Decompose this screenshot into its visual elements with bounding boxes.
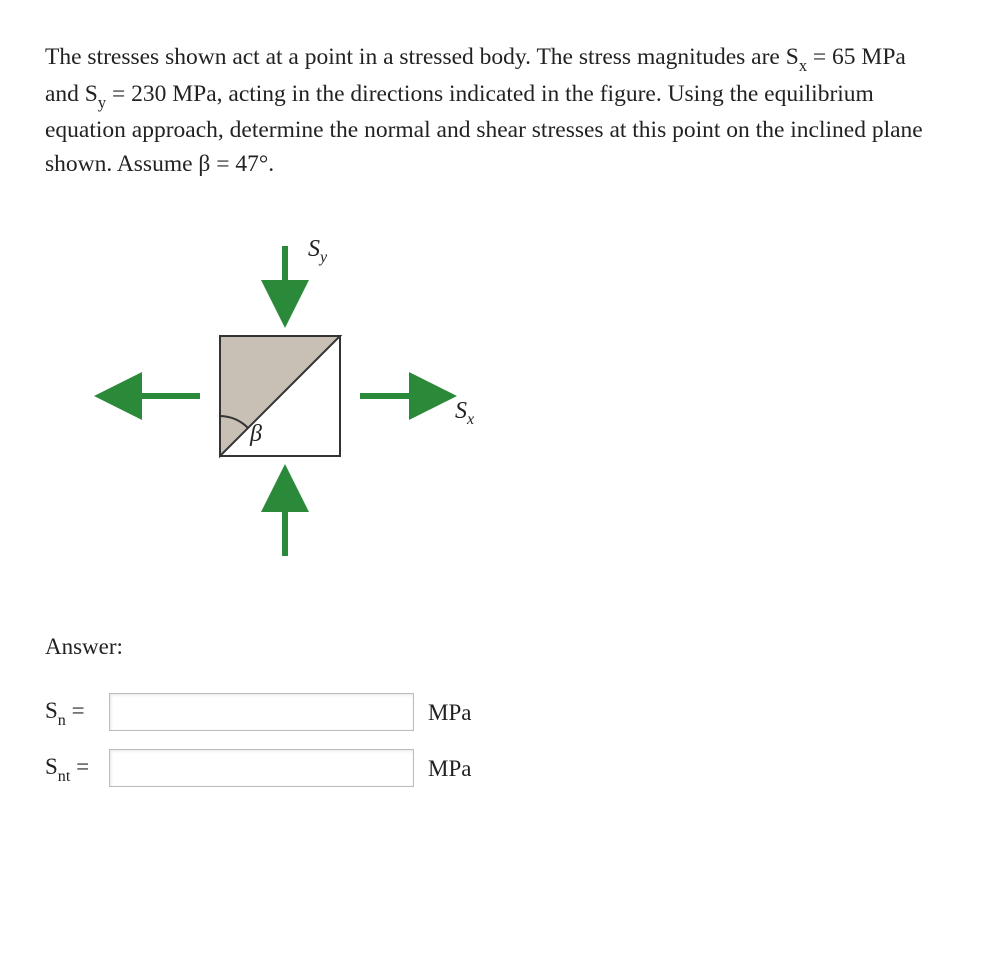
answer-heading: Answer: bbox=[45, 630, 936, 663]
sx-label: Sx bbox=[455, 398, 474, 428]
figure-svg: Sx Sy β bbox=[60, 216, 490, 576]
answer-row-snt: Snt = MPa bbox=[45, 749, 936, 787]
sn-unit: MPa bbox=[428, 696, 471, 729]
text-pre: The stresses shown act at a point in a s… bbox=[45, 44, 799, 70]
subscript-y: y bbox=[98, 93, 106, 112]
sn-input[interactable] bbox=[109, 693, 414, 731]
sx-value: 65 MPa bbox=[832, 44, 906, 70]
snt-variable: Snt = bbox=[45, 750, 105, 787]
beta-value: 47°. bbox=[235, 151, 274, 177]
snt-input[interactable] bbox=[109, 749, 414, 787]
subscript-x: x bbox=[799, 56, 807, 75]
answer-row-sn: Sn = MPa bbox=[45, 693, 936, 731]
stress-figure: Sx Sy β bbox=[60, 216, 936, 585]
beta-label: β bbox=[249, 421, 262, 447]
snt-unit: MPa bbox=[428, 752, 471, 785]
sy-label: Sy bbox=[308, 236, 328, 266]
sn-variable: Sn = bbox=[45, 694, 105, 731]
sy-value: 230 MPa bbox=[131, 81, 217, 107]
problem-statement: The stresses shown act at a point in a s… bbox=[45, 40, 936, 181]
